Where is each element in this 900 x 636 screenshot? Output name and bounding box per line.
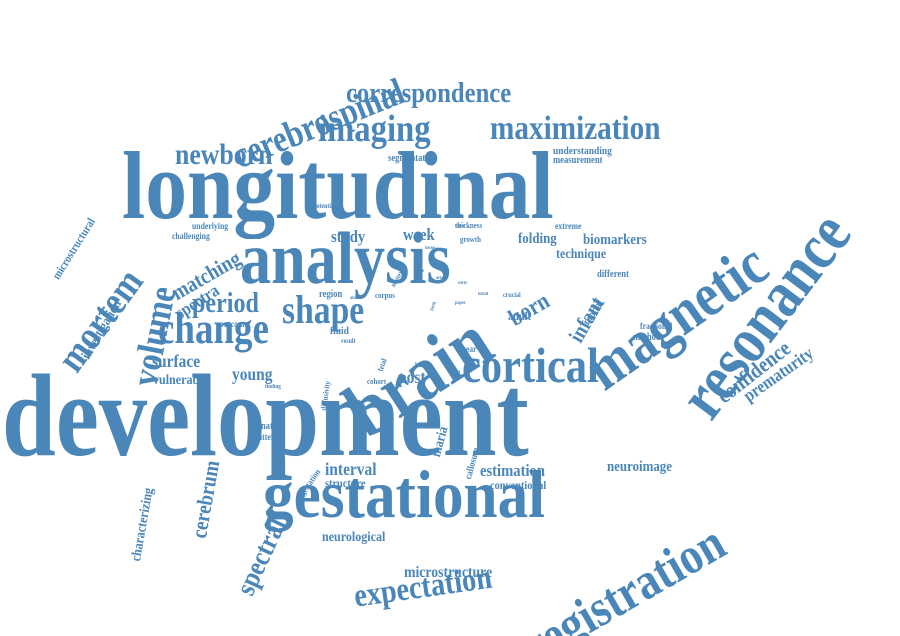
word-neuroimage: neuroimage [607, 459, 672, 475]
word-period: period [192, 288, 259, 319]
word-biomarkers: biomarkers [583, 232, 647, 248]
word-structure: structure [325, 476, 366, 490]
word-paper: paper [455, 301, 466, 306]
word-conventional: conventional [490, 478, 547, 492]
word-insult: insult [478, 292, 489, 297]
word-estimation: estimation [480, 461, 545, 480]
word-cohort: cohort [367, 377, 387, 386]
word-neonate: neonate [248, 421, 277, 432]
word-pattern: pattern [254, 432, 279, 442]
word-white: white [414, 269, 425, 274]
word-method: method [633, 332, 661, 343]
word-challenging: challenging [172, 231, 210, 241]
word-region: region [319, 289, 343, 300]
word-technique: technique [556, 247, 607, 262]
word-also: also [350, 296, 358, 301]
word-adult: adult [508, 309, 531, 323]
word-gestational: gestational [263, 456, 546, 532]
word-different: different [597, 269, 629, 280]
word-underlying: underlying [192, 221, 229, 231]
word-imaging: imaging [318, 108, 431, 150]
word-development: development [2, 350, 529, 481]
word-shape: shape [282, 287, 365, 332]
word-microstructure: microstructure [404, 564, 493, 581]
word-thickness: thickness [455, 221, 483, 230]
word-folding: folding [518, 231, 557, 247]
word-measurement: measurement [553, 155, 603, 166]
word-newborn: newborn [175, 138, 273, 171]
word-corpus: corpus [375, 291, 395, 300]
word-extreme: extreme [555, 221, 582, 231]
word-longitudinal: longitudinal [122, 132, 554, 239]
word-analysis: analysis [240, 218, 451, 300]
word-local: local [415, 361, 428, 369]
word-registration: registration [513, 514, 735, 636]
word-surface: surface [152, 351, 201, 371]
word-maximization: maximization [490, 110, 661, 147]
word-correspondence: correspondence [346, 78, 512, 109]
word-week: week [403, 225, 435, 244]
word-rapid: rapid [455, 224, 466, 229]
word-novel: novel [450, 370, 460, 375]
word-growth: growth [460, 235, 481, 244]
word-finding: finding [265, 384, 281, 390]
word-crucial: crucial [503, 291, 521, 299]
word-tissue: tissue [425, 246, 436, 251]
word-year: year [462, 344, 477, 354]
word-understanding: understanding [553, 145, 612, 157]
word-neurological: neurological [322, 530, 386, 545]
word-spectral: spectral [230, 513, 293, 601]
word-post: post [398, 367, 426, 387]
word-study: study [331, 227, 366, 246]
word-young: young [232, 364, 273, 384]
word-change: change [158, 304, 269, 353]
word-microstructural: microstructural [49, 215, 98, 282]
word-potential: potential [313, 202, 336, 210]
word-segmentation: segmentation [388, 153, 437, 164]
word-fractional: fractional [640, 321, 673, 331]
word-early: early [458, 281, 468, 286]
word-outcome: outcome [220, 319, 248, 329]
word-interval: interval [325, 459, 377, 479]
word-atlas: atlas [436, 276, 445, 281]
word-result: result [341, 337, 356, 345]
word-cortical: cortical [462, 337, 599, 393]
word-characterizing: characterizing [129, 486, 157, 563]
word-fluid: fluid [330, 325, 349, 337]
word-vulnerable: vulnerable [153, 373, 208, 388]
